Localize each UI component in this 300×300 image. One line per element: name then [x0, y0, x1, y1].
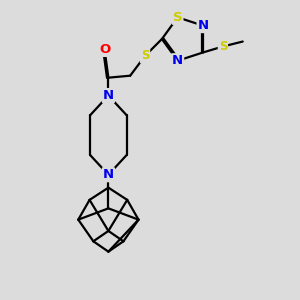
- Text: N: N: [103, 89, 114, 102]
- Text: N: N: [172, 54, 183, 67]
- Text: S: S: [219, 40, 227, 53]
- Text: S: S: [173, 11, 182, 24]
- Text: N: N: [197, 19, 209, 32]
- Text: N: N: [103, 168, 114, 181]
- Text: O: O: [100, 43, 111, 56]
- Text: S: S: [141, 50, 149, 62]
